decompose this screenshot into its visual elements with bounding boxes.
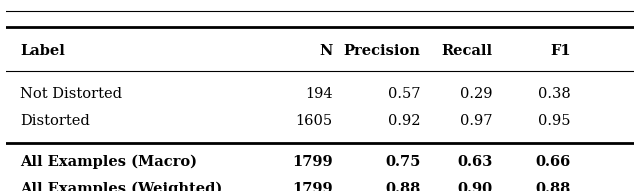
Text: 0.29: 0.29 [460,87,493,101]
Text: All Examples (Macro): All Examples (Macro) [20,155,197,169]
Text: Label: Label [20,44,65,58]
Text: 0.90: 0.90 [458,182,493,191]
Text: 0.63: 0.63 [457,155,493,169]
Text: N: N [319,44,333,58]
Text: 0.97: 0.97 [460,114,493,128]
Text: 0.92: 0.92 [388,114,420,128]
Text: Distorted: Distorted [20,114,90,128]
Text: 1799: 1799 [292,182,333,191]
Text: Precision: Precision [344,44,420,58]
Text: 194: 194 [305,87,333,101]
Text: 1799: 1799 [292,155,333,169]
Text: F1: F1 [550,44,571,58]
Text: 0.88: 0.88 [385,182,420,191]
Text: 0.75: 0.75 [385,155,420,169]
Text: 0.38: 0.38 [538,87,571,101]
Text: 0.57: 0.57 [388,87,420,101]
Text: 0.95: 0.95 [538,114,571,128]
Text: Not Distorted: Not Distorted [20,87,122,101]
Text: 0.88: 0.88 [536,182,571,191]
Text: All Examples (Weighted): All Examples (Weighted) [20,182,223,191]
Text: 0.66: 0.66 [536,155,571,169]
Text: Recall: Recall [442,44,493,58]
Text: 1605: 1605 [296,114,333,128]
